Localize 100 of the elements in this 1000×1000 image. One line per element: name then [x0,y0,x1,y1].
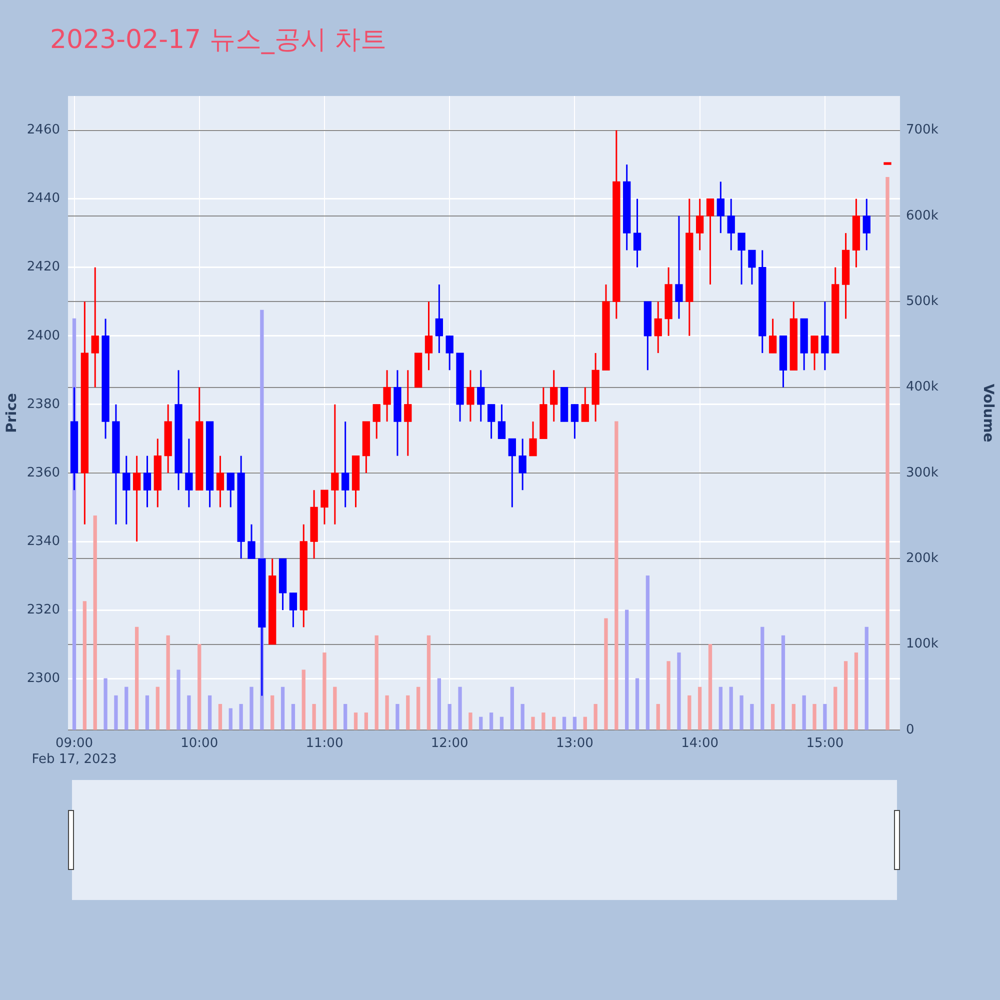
y2-tick-label: 600k [906,208,939,224]
bar [344,704,348,730]
y2-tick-label: 400k [906,380,939,395]
bar [250,686,254,730]
x-tick-label: 10:00 [180,736,218,752]
bar [374,635,378,730]
bar [864,626,868,730]
bar [770,704,775,730]
bar [520,704,524,730]
bar [604,618,608,730]
bar [145,695,150,730]
bar [886,177,890,730]
bar [312,704,316,730]
y2-tick-label: 300k [906,465,939,480]
bar [426,635,431,730]
bar [176,670,180,730]
bar [542,712,546,730]
x-tick-label: 15:00 [806,736,844,752]
bar [656,704,660,730]
bar [291,704,296,730]
bar [625,610,629,730]
bar [416,686,420,730]
bar [302,670,306,730]
y-tick-label: 2340 [26,534,60,549]
bar [364,712,368,730]
bar [280,686,285,730]
x-tick-label: 11:00 [306,736,344,752]
bar [124,686,128,730]
bar [708,644,712,730]
bar [688,695,692,730]
y2-tick-label: 200k [906,551,939,566]
bar [812,704,816,730]
bar [468,712,472,730]
bar [156,686,160,730]
x-tick-label: 14:00 [681,736,719,752]
candlestick [560,386,568,422]
bar [802,695,806,730]
bar [166,635,170,730]
bar [500,716,504,730]
bar [729,686,733,730]
bar [531,716,535,730]
bar [718,686,722,730]
bar [406,695,410,730]
bar [834,686,838,730]
y2-tick-label: 500k [906,294,939,309]
bar [479,716,483,730]
y-tick-label: 2400 [26,328,60,344]
x-tick-label: 13:00 [556,736,594,752]
bar [82,601,87,730]
bar [750,704,754,730]
bar [552,716,556,730]
bar [781,635,786,730]
bar [844,661,848,730]
chart-title: 2023-02-17 뉴스_공시 차트 [50,24,387,57]
bar [614,421,618,730]
x-tick-label: 09:00 Feb 17, 2023 [32,736,117,767]
bar [354,712,358,730]
y2-tick-label: 100k [906,636,939,652]
y-tick-label: 2300 [26,670,60,686]
y2-axis-title: Volume [980,384,996,442]
bar [646,575,650,730]
bar [187,695,191,730]
x-tick-label: 12:00 [430,736,468,752]
bar [93,515,97,730]
bar [489,712,494,730]
bar [228,708,232,730]
bar [208,695,212,730]
bar [385,695,389,730]
y-tick-label: 2420 [26,260,60,275]
bar [458,686,462,730]
y2-tick-label: 0 [906,722,914,738]
bar [698,686,702,730]
bar [760,626,764,730]
bar [594,704,598,730]
candlestick [414,352,422,388]
y-tick-label: 2380 [26,396,60,412]
bar [448,704,452,730]
bar [396,704,400,730]
y-tick-label: 2460 [26,122,60,138]
y-axis-title: Price [4,393,20,433]
bar [823,704,827,730]
bar [510,686,514,730]
bar [572,716,577,730]
bar [792,704,796,730]
bar [218,704,222,730]
y-tick-label: 2440 [26,191,60,206]
bar [322,652,326,730]
bar [854,652,858,730]
bar [677,652,681,730]
y-tick-label: 2360 [26,465,60,480]
bar [333,686,337,730]
bar [134,626,139,730]
y2-tick-label: 700k [906,122,939,138]
bar [583,716,587,730]
bar [104,678,108,730]
bar [270,695,274,730]
bar [635,678,640,730]
bar [239,704,243,730]
y-tick-label: 2320 [26,602,60,618]
bar [114,695,118,730]
